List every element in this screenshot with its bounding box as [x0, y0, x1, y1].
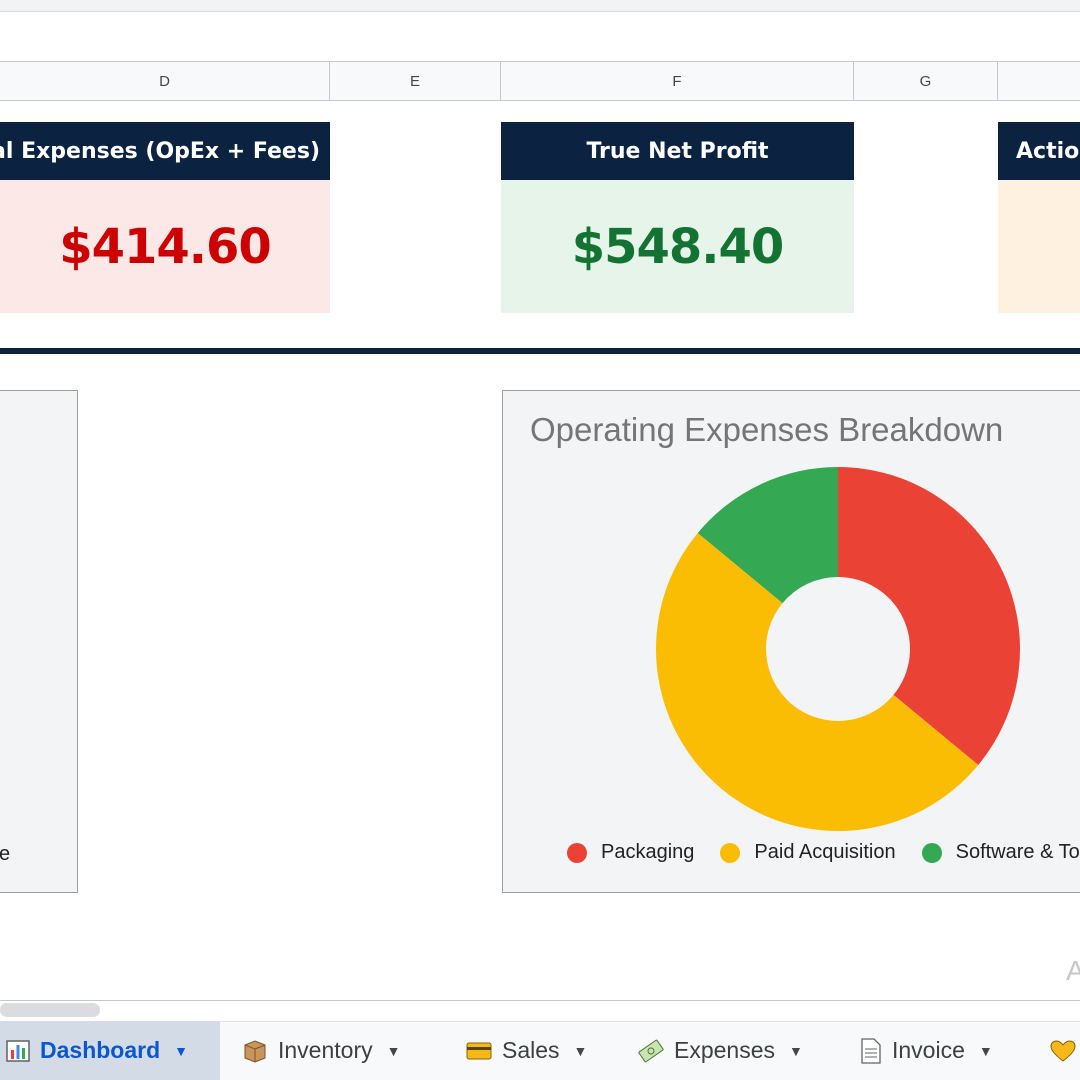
chart-title: Operating Expenses Breakdown — [530, 411, 1004, 448]
offscreen-text-fragment: A — [1066, 955, 1080, 986]
profit-card-title: True Net Profit — [501, 122, 854, 180]
chevron-down-icon[interactable]: ▼ — [386, 1042, 401, 1059]
tab-expenses[interactable]: Expenses ▼ — [638, 1021, 803, 1080]
donut-slice-software-to[interactable] — [697, 467, 838, 604]
chevron-down-icon[interactable]: ▼ — [789, 1042, 803, 1059]
opex-breakdown-chart[interactable]: Operating Expenses Breakdown Packaging P… — [502, 390, 1080, 893]
money-icon — [638, 1039, 664, 1063]
expenses-card-value-cell[interactable]: $414.60 — [0, 180, 330, 313]
donut-slice-packaging[interactable] — [838, 467, 1020, 766]
expenses-card-title-text: al Expenses (OpEx + Fees) — [0, 138, 320, 164]
chevron-down-icon[interactable]: ▼ — [573, 1042, 588, 1059]
tab-next-partial[interactable] — [1050, 1021, 1080, 1080]
tab-dashboard-label: Dashboard — [40, 1037, 161, 1063]
formula-bar[interactable] — [0, 12, 1080, 62]
tab-invoice-label: Invoice — [892, 1037, 965, 1063]
profit-card-value-cell[interactable]: $548.40 — [501, 180, 854, 313]
section-divider — [0, 348, 1080, 354]
legend-label-software: Software & To — [955, 841, 1080, 863]
column-label-f: F — [672, 72, 682, 90]
chevron-down-icon[interactable]: ▼ — [978, 1042, 993, 1059]
legend-label-packaging: Packaging — [601, 841, 695, 863]
legend-dot-paid-acquisition — [720, 842, 741, 863]
horizontal-scrollbar[interactable] — [0, 1000, 1080, 1020]
toolbar-strip — [0, 0, 1080, 12]
chart-legend: Packaging Paid Acquisition Software & To — [567, 841, 1080, 864]
donut-chart — [656, 467, 1020, 831]
column-label-e: E — [409, 72, 420, 90]
scrollbar-thumb[interactable] — [0, 1003, 100, 1017]
column-label-d: D — [159, 72, 170, 90]
legend-dot-software — [921, 842, 942, 863]
donut-slice-paid-acquisition[interactable] — [656, 532, 979, 831]
left-chart-legend-fragment: e — [0, 843, 11, 865]
profit-value: $548.40 — [571, 218, 785, 275]
legend-dot-packaging — [567, 842, 587, 863]
expenses-value: $414.60 — [59, 218, 272, 275]
heart-icon — [1050, 1039, 1076, 1062]
tab-invoice[interactable]: Invoice ▼ — [860, 1021, 993, 1080]
legend-item-software: Software & To — [921, 841, 1080, 864]
action-card-value-cell[interactable] — [998, 180, 1080, 313]
legend-label-paid-acquisition: Paid Acquisition — [754, 841, 896, 863]
tab-dashboard[interactable]: Dashboard ▼ — [0, 1021, 220, 1080]
column-header-f[interactable]: F — [501, 62, 854, 101]
legend-item-paid-acquisition: Paid Acquisition — [720, 841, 896, 864]
package-icon — [242, 1039, 268, 1063]
credit-card-icon — [466, 1041, 492, 1061]
expenses-card-title: al Expenses (OpEx + Fees) — [0, 122, 330, 180]
tab-expenses-label: Expenses — [674, 1037, 776, 1063]
column-label-g: G — [919, 72, 932, 90]
action-card-title-text: Actio — [1016, 138, 1080, 164]
tab-inventory-label: Inventory — [278, 1037, 373, 1063]
document-icon — [860, 1037, 882, 1064]
tab-sales-label: Sales — [502, 1037, 560, 1063]
tab-sales[interactable]: Sales ▼ — [466, 1021, 587, 1080]
chevron-down-icon[interactable]: ▼ — [174, 1042, 188, 1059]
column-header-d[interactable]: D — [0, 62, 330, 101]
column-header-h[interactable] — [998, 62, 1080, 101]
tab-inventory[interactable]: Inventory ▼ — [242, 1021, 400, 1080]
profit-card-title-text: True Net Profit — [586, 138, 769, 164]
column-header-e[interactable]: E — [330, 62, 501, 101]
legend-item-packaging: Packaging — [567, 841, 694, 864]
action-card-title: Actio — [998, 122, 1080, 180]
bar-chart-icon — [6, 1039, 30, 1062]
left-chart[interactable]: e — [0, 390, 78, 893]
column-header-g[interactable]: G — [854, 62, 998, 101]
